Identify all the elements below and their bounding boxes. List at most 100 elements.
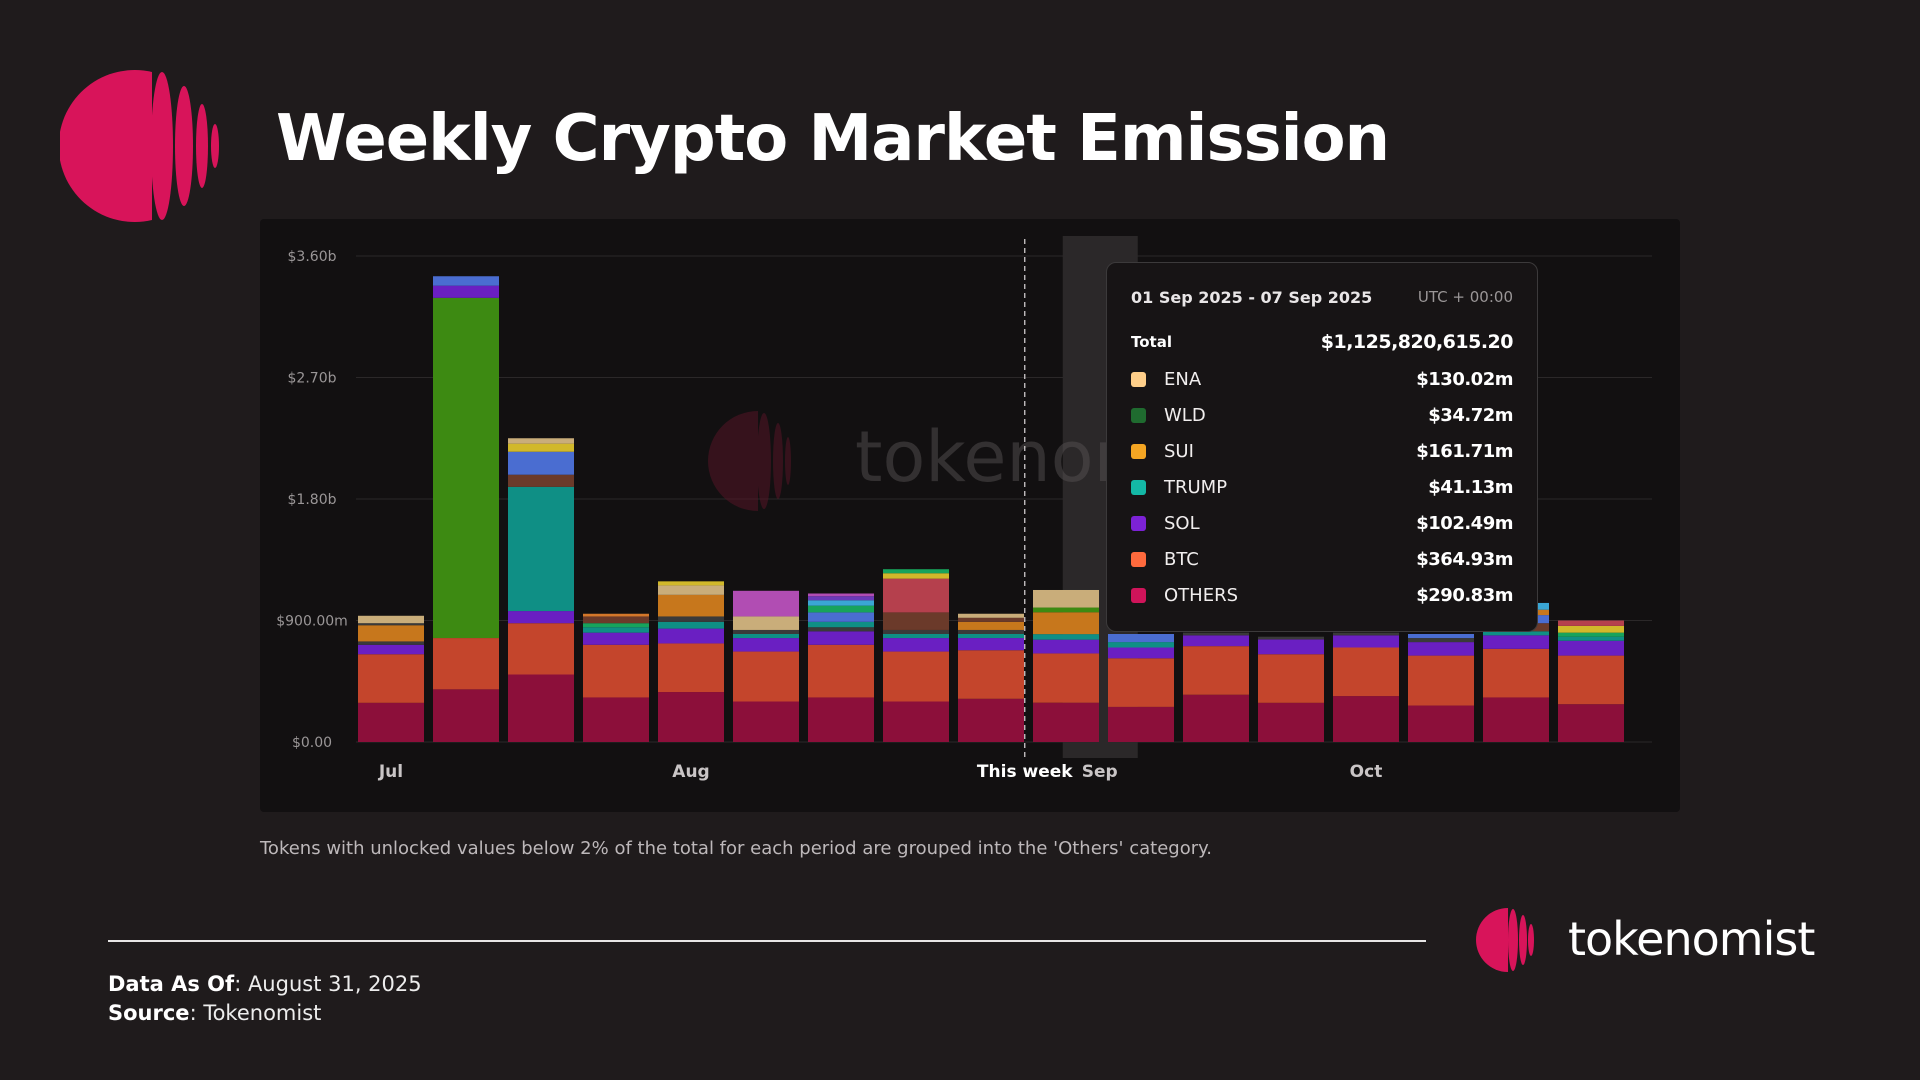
bar-segment-dark[interactable]: [733, 629, 799, 634]
bar-segment-blue[interactable]: [508, 451, 574, 475]
bar-segment-ena[interactable]: [508, 438, 574, 444]
bar-segment-purple[interactable]: [808, 596, 874, 601]
bar-segment-sol[interactable]: [1258, 639, 1324, 655]
bar-segment-others[interactable]: [1558, 704, 1624, 742]
bar-segment-green[interactable]: [583, 623, 649, 628]
bar-segment-others[interactable]: [733, 701, 799, 743]
bar-segment-sol[interactable]: [1033, 639, 1099, 654]
bar-segment-ena[interactable]: [658, 585, 724, 595]
bar-segment-btc[interactable]: [1558, 655, 1624, 705]
bar-segment-sui[interactable]: [958, 621, 1024, 630]
bar-segment-dark[interactable]: [958, 629, 1024, 634]
bar-segment-blue[interactable]: [1108, 634, 1174, 643]
bar-segment-btc[interactable]: [1258, 654, 1324, 703]
bar-segment-trump[interactable]: [583, 627, 649, 633]
bar-segment-dark[interactable]: [808, 627, 874, 632]
bar-segment-others[interactable]: [1183, 694, 1249, 742]
bar-segment-pink[interactable]: [733, 590, 799, 617]
bar-segment-yellow[interactable]: [883, 573, 949, 579]
bar-segment-btc[interactable]: [433, 638, 499, 690]
bar-segment-sol[interactable]: [658, 628, 724, 644]
bar-segment-btc[interactable]: [808, 644, 874, 698]
bar-segment-brown[interactable]: [883, 612, 949, 630]
bar-segment-btc[interactable]: [1183, 646, 1249, 695]
bar-segment-btc[interactable]: [583, 644, 649, 698]
bar-week-3[interactable]: [583, 613, 649, 742]
bar-week-9[interactable]: [1033, 589, 1099, 742]
bar-segment-trump[interactable]: [1108, 642, 1174, 648]
bar-segment-others[interactable]: [1108, 706, 1174, 742]
bar-segment-btc[interactable]: [883, 651, 949, 702]
bar-segment-sol[interactable]: [1408, 642, 1474, 656]
bar-week-0[interactable]: [358, 615, 424, 742]
bar-segment-green[interactable]: [883, 569, 949, 574]
bar-segment-wld[interactable]: [1033, 607, 1099, 613]
bar-segment-red[interactable]: [1558, 620, 1624, 626]
bar-segment-sol[interactable]: [1333, 635, 1399, 648]
bar-segment-yellow[interactable]: [508, 443, 574, 452]
bar-segment-others[interactable]: [1333, 696, 1399, 742]
bar-week-5[interactable]: [733, 590, 799, 743]
bar-segment-sol[interactable]: [1108, 647, 1174, 659]
bar-segment-sol[interactable]: [1183, 635, 1249, 647]
bar-week-15[interactable]: [1483, 602, 1549, 742]
bar-segment-sol[interactable]: [808, 631, 874, 645]
bar-segment-btc[interactable]: [958, 650, 1024, 699]
bar-segment-sol[interactable]: [358, 644, 424, 655]
bar-segment-trump[interactable]: [1558, 636, 1624, 641]
bar-segment-sol[interactable]: [1483, 635, 1549, 649]
bar-segment-btc[interactable]: [1483, 648, 1549, 698]
bar-segment-dark[interactable]: [1408, 638, 1474, 643]
bar-week-14[interactable]: [1408, 634, 1474, 742]
bar-segment-others[interactable]: [583, 697, 649, 742]
bar-segment-others[interactable]: [883, 701, 949, 743]
bar-segment-sui[interactable]: [1033, 612, 1099, 635]
bar-segment-btc[interactable]: [733, 651, 799, 702]
bar-segment-dark[interactable]: [1333, 632, 1399, 636]
bar-segment-btc[interactable]: [1333, 647, 1399, 697]
bar-week-12[interactable]: [1258, 636, 1324, 742]
bar-segment-trump[interactable]: [958, 634, 1024, 639]
bar-segment-trump[interactable]: [1483, 631, 1549, 636]
bar-segment-others[interactable]: [658, 692, 724, 742]
bar-segment-btc[interactable]: [358, 654, 424, 703]
bar-segment-ena[interactable]: [958, 613, 1024, 618]
bar-segment-sol[interactable]: [733, 638, 799, 652]
bar-week-11[interactable]: [1183, 632, 1249, 742]
bar-segment-yellow[interactable]: [658, 581, 724, 586]
bar-week-6[interactable]: [808, 593, 874, 743]
bar-segment-btc[interactable]: [1033, 653, 1099, 703]
bar-segment-others[interactable]: [1258, 702, 1324, 742]
bar-segment-dark[interactable]: [1258, 636, 1324, 640]
bar-week-4[interactable]: [658, 581, 724, 742]
bar-week-10[interactable]: [1108, 634, 1174, 742]
bar-segment-trump[interactable]: [658, 621, 724, 629]
bar-segment-ena[interactable]: [358, 615, 424, 624]
bar-segment-trump[interactable]: [1033, 634, 1099, 640]
bar-segment-red[interactable]: [883, 578, 949, 613]
bar-segment-brown[interactable]: [508, 474, 574, 487]
bar-segment-sol[interactable]: [1558, 640, 1624, 656]
bar-segment-others[interactable]: [1033, 702, 1099, 742]
bar-segment-trump[interactable]: [808, 621, 874, 628]
bar-week-13[interactable]: [1333, 632, 1399, 742]
bar-segment-sol[interactable]: [958, 638, 1024, 651]
bar-segment-brown[interactable]: [958, 617, 1024, 622]
bar-week-8[interactable]: [958, 613, 1024, 742]
bar-week-7[interactable]: [883, 569, 949, 742]
bar-segment-ena[interactable]: [1033, 589, 1099, 608]
bar-segment-others[interactable]: [808, 697, 874, 742]
bar-segment-dark[interactable]: [658, 616, 724, 622]
bar-segment-green[interactable]: [808, 605, 874, 613]
bar-segment-btc[interactable]: [1108, 658, 1174, 707]
bar-segment-others[interactable]: [508, 674, 574, 743]
bar-week-16[interactable]: [1558, 620, 1624, 743]
bar-segment-blue[interactable]: [433, 276, 499, 286]
bar-segment-blue[interactable]: [1408, 634, 1474, 639]
bar-segment-brown[interactable]: [583, 616, 649, 624]
bar-segment-blue[interactable]: [808, 612, 874, 622]
bar-segment-sui[interactable]: [358, 625, 424, 642]
bar-segment-wld[interactable]: [433, 297, 499, 639]
bar-segment-ena[interactable]: [733, 616, 799, 630]
bar-segment-yellow[interactable]: [1558, 625, 1624, 633]
